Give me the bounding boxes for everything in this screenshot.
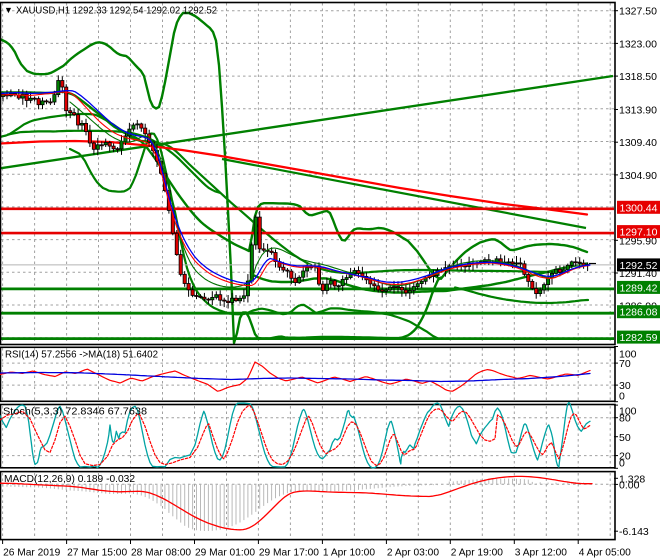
svg-text:28 Mar 08:00: 28 Mar 08:00 — [131, 548, 191, 559]
svg-text:MACD(12,26,9) 0.189 -0.032: MACD(12,26,9) 0.189 -0.032 — [4, 474, 135, 485]
svg-text:29 Mar 01:00: 29 Mar 01:00 — [195, 548, 255, 559]
svg-text:80: 80 — [619, 413, 631, 425]
svg-text:1313.90: 1313.90 — [619, 105, 657, 117]
svg-text:1304.90: 1304.90 — [619, 170, 657, 182]
svg-text:100: 100 — [619, 349, 637, 361]
svg-text:1309.40: 1309.40 — [619, 137, 657, 149]
svg-text:2 Apr 03:00: 2 Apr 03:00 — [387, 548, 439, 559]
svg-text:0.00: 0.00 — [619, 479, 640, 491]
svg-text:2 Apr 19:00: 2 Apr 19:00 — [451, 548, 503, 559]
svg-text:0: 0 — [619, 391, 625, 403]
svg-text:RSI(14) 57.2556 ->MA(18) 51.6: RSI(14) 57.2556 ->MA(18) 51.6402 — [5, 350, 158, 361]
svg-text:1318.50: 1318.50 — [619, 71, 657, 83]
svg-text:3 Apr 12:00: 3 Apr 12:00 — [515, 548, 567, 559]
svg-text:1 Apr 10:00: 1 Apr 10:00 — [323, 548, 375, 559]
svg-text:29 Mar 17:00: 29 Mar 17:00 — [259, 548, 319, 559]
svg-text:XAUUSD,H1 1292.33 1292.54 129: XAUUSD,H1 1292.33 1292.54 1292.02 1292.5… — [16, 6, 217, 17]
svg-text:50: 50 — [619, 432, 631, 444]
svg-text:70: 70 — [619, 358, 631, 370]
svg-text:1289.42: 1289.42 — [620, 282, 658, 294]
svg-text:4 Apr 05:00: 4 Apr 05:00 — [579, 548, 631, 559]
svg-text:1295.90: 1295.90 — [619, 235, 657, 247]
svg-text:1282.59: 1282.59 — [620, 332, 658, 344]
svg-text:▼: ▼ — [4, 5, 13, 15]
svg-text:26 Mar 2019: 26 Mar 2019 — [3, 548, 61, 559]
svg-text:1327.50: 1327.50 — [619, 6, 657, 18]
svg-text:1.328: 1.328 — [619, 473, 645, 485]
svg-text:0: 0 — [619, 457, 625, 469]
svg-text:20: 20 — [619, 451, 631, 463]
svg-text:100: 100 — [619, 406, 637, 418]
svg-text:1323.00: 1323.00 — [619, 38, 657, 50]
svg-text:30: 30 — [619, 380, 631, 392]
svg-text:1286.08: 1286.08 — [620, 307, 658, 319]
svg-text:Stoch(5,3,3) 72.8346 67.7638: Stoch(5,3,3) 72.8346 67.7638 — [3, 407, 147, 418]
svg-text:-6.143: -6.143 — [619, 526, 649, 538]
svg-text:1300.44: 1300.44 — [620, 202, 658, 214]
svg-text:1297.10: 1297.10 — [620, 227, 658, 239]
svg-text:1292.52: 1292.52 — [620, 260, 658, 272]
svg-text:27 Mar 15:00: 27 Mar 15:00 — [67, 548, 127, 559]
